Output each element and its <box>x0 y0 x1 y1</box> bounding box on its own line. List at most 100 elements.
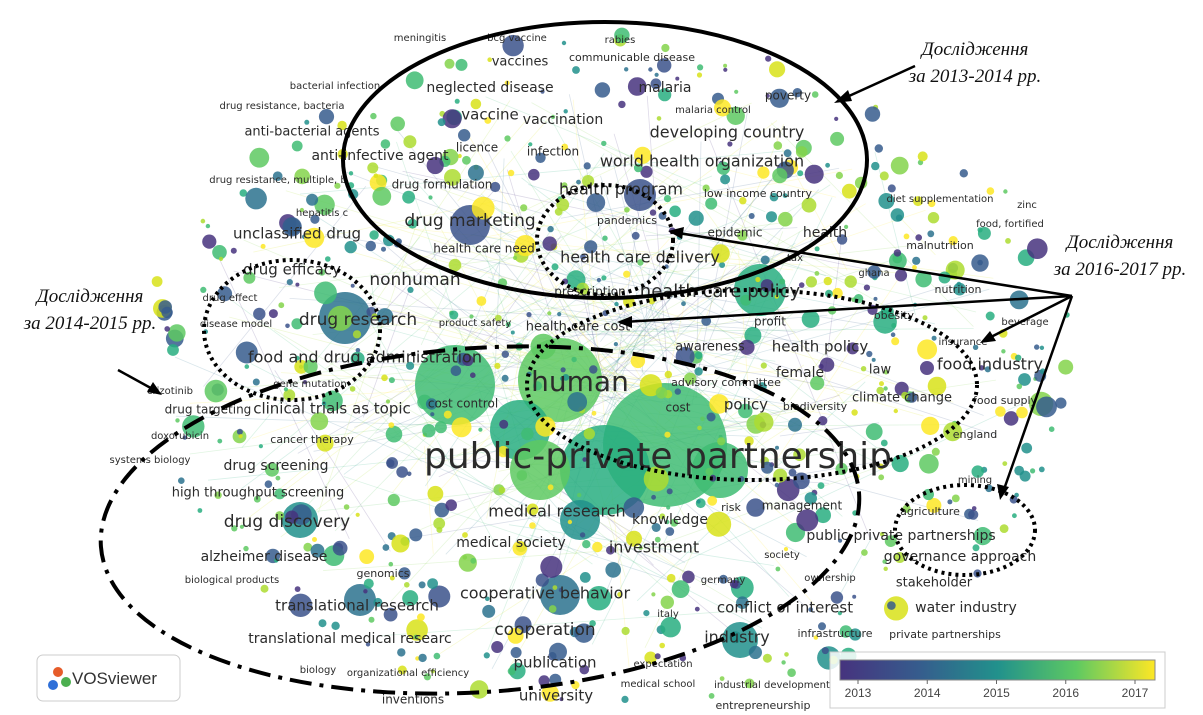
bubble <box>891 337 900 346</box>
bubble <box>579 572 591 583</box>
bubble <box>623 497 645 518</box>
bubble <box>425 398 438 410</box>
bubble <box>478 427 483 432</box>
bubble <box>769 88 790 108</box>
node-label: germany <box>701 575 746 586</box>
bubble <box>638 545 643 550</box>
bubble <box>1005 238 1011 244</box>
bubble <box>1016 383 1023 390</box>
ellipse-2013 <box>341 20 869 300</box>
bubble <box>294 355 300 361</box>
bubble <box>906 392 918 403</box>
bubble <box>654 72 659 77</box>
legend-tick-label: 2014 <box>914 686 941 700</box>
bubble <box>927 212 940 224</box>
bubble <box>589 620 596 627</box>
node-label: medical school <box>621 679 696 690</box>
bubble <box>291 318 303 330</box>
bubble <box>348 171 354 176</box>
edge <box>594 528 676 597</box>
legend-tick-label: 2015 <box>983 686 1010 700</box>
bubble <box>265 462 279 477</box>
edge <box>521 177 878 449</box>
bubble <box>927 376 947 396</box>
bubble <box>365 642 371 647</box>
bubble <box>706 511 732 537</box>
bubble <box>274 558 279 563</box>
bubble <box>231 525 238 532</box>
node-label: public-private partnerships <box>806 528 995 544</box>
bubble <box>947 499 953 505</box>
bubble <box>197 508 203 513</box>
node-label: food and drug administration <box>248 348 482 367</box>
bubble <box>596 277 602 283</box>
bubble <box>901 391 909 399</box>
arrowheads <box>147 90 1009 500</box>
node-label: italy <box>657 609 679 620</box>
bubble <box>369 230 379 240</box>
bubble <box>205 223 211 229</box>
bubble <box>275 511 284 520</box>
bubble <box>871 161 880 171</box>
bubble <box>769 192 779 202</box>
edge <box>613 133 677 340</box>
node-label: infection <box>527 145 579 159</box>
bubble <box>217 286 233 302</box>
bubble <box>903 233 910 240</box>
bubble <box>917 151 928 162</box>
bubble <box>202 234 217 249</box>
node-label: drug research <box>299 310 417 330</box>
bubble <box>314 281 337 305</box>
bubble <box>637 259 644 266</box>
bubble <box>583 428 595 440</box>
bubble <box>579 532 586 538</box>
bubble <box>433 517 446 530</box>
bubble <box>476 296 487 306</box>
edge <box>464 127 643 437</box>
edge <box>560 313 675 333</box>
bubble <box>586 193 606 212</box>
bubble <box>502 34 524 57</box>
bubble <box>396 466 408 478</box>
node-label: bacterial infection <box>290 81 380 92</box>
edge <box>461 175 713 279</box>
bubble <box>286 279 293 286</box>
bubble <box>621 695 629 704</box>
bubble <box>582 540 591 549</box>
bubble <box>592 541 603 553</box>
bubble <box>956 281 962 287</box>
bubble <box>443 410 452 419</box>
node-label: disease model <box>200 319 272 330</box>
bubble <box>583 162 591 170</box>
bubble <box>548 605 557 613</box>
bubble <box>397 648 406 657</box>
bubble <box>365 240 376 252</box>
bubble <box>893 408 898 414</box>
bubble <box>674 388 681 395</box>
bubble <box>370 112 377 120</box>
bubble <box>350 283 355 288</box>
bubble <box>719 262 726 268</box>
bubble <box>402 190 415 204</box>
bubble <box>249 147 270 168</box>
bubble <box>444 169 461 186</box>
bubble <box>657 58 672 73</box>
bubble <box>754 412 774 432</box>
bubble <box>304 227 325 248</box>
bubble <box>514 235 536 257</box>
bubble <box>591 410 597 416</box>
edge <box>538 314 828 340</box>
node-label: anti-bacterial agents <box>244 125 379 140</box>
bubble <box>795 146 808 158</box>
bubble <box>788 468 797 477</box>
bubble <box>655 387 668 399</box>
bubble <box>882 559 887 564</box>
bubble <box>505 321 511 328</box>
bubble <box>426 156 444 175</box>
bubble <box>550 114 556 120</box>
bubble <box>260 243 266 249</box>
bubble <box>542 236 557 251</box>
edge <box>529 534 692 588</box>
node-label: investment <box>609 538 699 557</box>
bubble <box>811 91 819 98</box>
